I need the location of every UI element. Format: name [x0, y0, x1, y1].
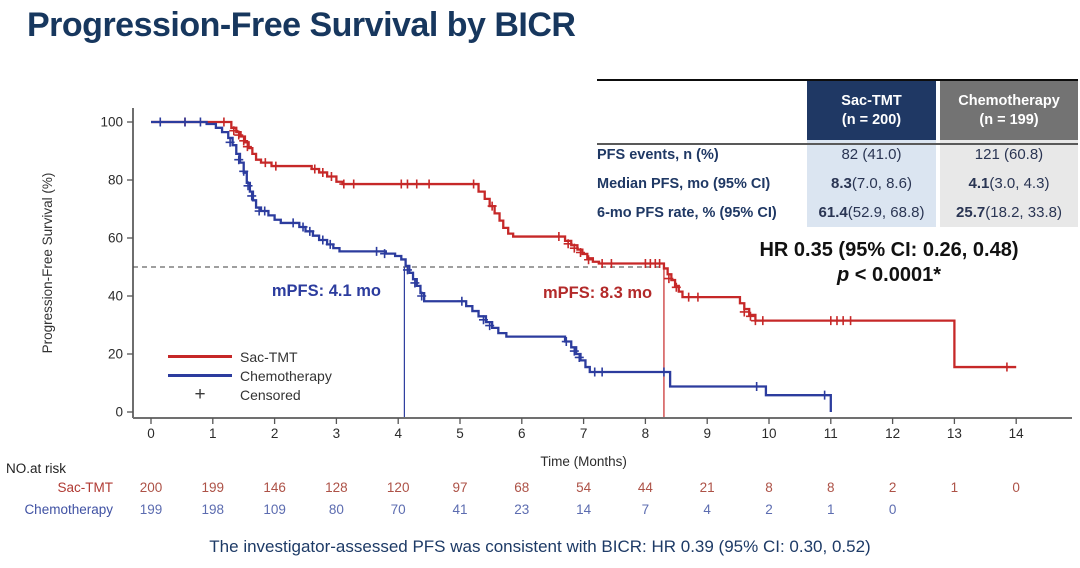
x-tick-label: 13 [947, 426, 962, 441]
risk-value: 14 [576, 502, 592, 517]
table-cell: 61.4 (52.9, 68.8) [807, 198, 936, 227]
x-tick-label: 12 [885, 426, 900, 441]
sac-tmt-line-swatch [168, 355, 232, 358]
y-tick-label: 100 [100, 115, 123, 130]
risk-value: 199 [201, 480, 225, 495]
x-tick-label: 8 [642, 426, 650, 441]
risk-value: 23 [514, 502, 530, 517]
y-tick-label: 20 [108, 347, 123, 362]
column-header-chemotherapy: Chemotherapy (n = 199) [940, 81, 1078, 140]
y-tick-label: 80 [108, 173, 123, 188]
risk-value: 199 [139, 502, 163, 517]
risk-value: 54 [576, 480, 592, 495]
chemotherapy-line-swatch [168, 374, 232, 377]
x-tick-label: 6 [518, 426, 526, 441]
legend-item-censored: + Censored [168, 385, 332, 404]
risk-value: 1 [950, 480, 959, 495]
chart-legend: Sac-TMT Chemotherapy + Censored [168, 347, 332, 404]
legend-label: Chemotherapy [240, 367, 332, 384]
risk-value: 70 [390, 502, 406, 517]
risk-value: 21 [699, 480, 715, 495]
x-tick-label: 14 [1009, 426, 1025, 441]
risk-value: 200 [139, 480, 163, 495]
risk-table-title: NO.at risk [6, 461, 67, 476]
risk-value: 0 [888, 502, 897, 517]
x-tick-label: 5 [456, 426, 464, 441]
row-label-median-pfs: Median PFS, mo (95% CI) [597, 175, 771, 192]
x-tick-label: 0 [147, 426, 155, 441]
risk-value: 4 [703, 502, 711, 517]
page-title: Progression-Free Survival by BICR [27, 6, 576, 44]
x-tick-label: 11 [824, 426, 838, 441]
x-tick-label: 2 [271, 426, 279, 441]
table-cell: 8.3 (7.0, 8.6) [807, 169, 936, 198]
row-label-pfs-events: PFS events, n (%) [597, 146, 719, 163]
risk-value: 44 [637, 480, 653, 495]
risk-value: 109 [263, 502, 286, 517]
table-corner-cell [597, 81, 803, 140]
risk-value: 198 [201, 502, 225, 517]
risk-value: 8 [765, 480, 773, 495]
legend-label: Sac-TMT [240, 348, 298, 365]
table-cell: 121 (60.8) [940, 140, 1078, 169]
x-tick-label: 9 [703, 426, 711, 441]
legend-label: Censored [240, 386, 301, 403]
risk-value: 0 [1012, 480, 1020, 495]
hr-annotation: HR 0.35 (95% CI: 0.26, 0.48) p < 0.0001* [700, 238, 1078, 288]
row-label-6mo-pfs-rate: 6-mo PFS rate, % (95% CI) [597, 204, 777, 221]
p-value-line: p < 0.0001* [837, 264, 941, 286]
table-cell: 4.1 (3.0, 4.3) [940, 169, 1078, 198]
table-cell: 82 (41.0) [807, 140, 936, 169]
risk-value: 97 [452, 480, 468, 495]
risk-value: 146 [263, 480, 286, 495]
legend-item-chemotherapy: Chemotherapy [168, 366, 332, 385]
x-tick-label: 3 [333, 426, 341, 441]
risk-row-label-chemotherapy: Chemotherapy [24, 502, 113, 517]
summary-table: Sac-TMT (n = 200) Chemotherapy (n = 199)… [597, 79, 1078, 227]
risk-value: 41 [452, 502, 468, 517]
x-tick-label: 1 [209, 426, 217, 441]
x-axis-label: Time (Months) [540, 454, 627, 469]
legend-item-sac-tmt: Sac-TMT [168, 347, 332, 366]
risk-value: 80 [328, 502, 344, 517]
footer-note: The investigator-assessed PFS was consis… [209, 537, 871, 556]
censored-plus-icon: + [194, 384, 206, 405]
risk-value: 2 [888, 480, 897, 495]
risk-value: 68 [514, 480, 530, 495]
x-tick-label: 7 [580, 426, 588, 441]
hr-line: HR 0.35 (95% CI: 0.26, 0.48) [759, 239, 1019, 261]
x-tick-label: 4 [394, 426, 402, 441]
table-cell: 25.7 (18.2, 33.8) [940, 198, 1078, 227]
risk-row-label-sac-tmt: Sac-TMT [57, 480, 114, 495]
risk-value: 7 [641, 502, 650, 517]
y-tick-label: 60 [108, 231, 123, 246]
censor-marks-chemotherapy [155, 117, 830, 400]
risk-value: 120 [386, 480, 410, 495]
column-header-sac-tmt: Sac-TMT (n = 200) [807, 81, 936, 140]
risk-value: 8 [827, 480, 835, 495]
table-header-divider [597, 142, 1078, 145]
risk-value: 128 [325, 480, 348, 495]
x-tick-label: 10 [761, 426, 776, 441]
mpfs-label-sac-tmt: mPFS: 8.3 mo [543, 284, 653, 302]
curve-sac-tmt [151, 120, 1017, 369]
risk-value: 1 [827, 502, 835, 517]
y-tick-label: 0 [115, 405, 123, 420]
y-axis-label: Progression-Free Survival (%) [40, 173, 55, 354]
risk-value: 2 [765, 502, 773, 517]
y-tick-label: 40 [108, 289, 123, 304]
mpfs-label-chemotherapy: mPFS: 4.1 mo [271, 282, 381, 300]
